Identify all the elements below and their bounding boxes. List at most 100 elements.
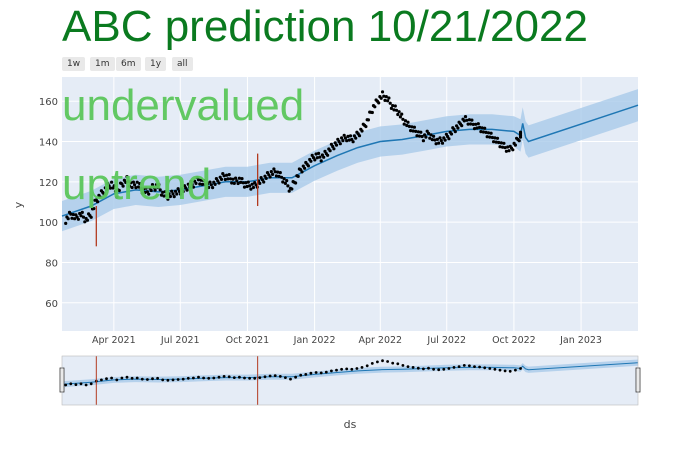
data-point	[108, 186, 112, 190]
data-point	[343, 136, 347, 140]
data-point	[315, 156, 319, 160]
data-point	[346, 134, 350, 138]
data-point	[249, 187, 253, 191]
data-point	[504, 149, 508, 153]
data-point	[136, 185, 141, 189]
data-point	[142, 187, 146, 191]
data-point	[391, 104, 395, 108]
y-tick-labels: 60 80 100 120 140 160	[39, 97, 58, 310]
data-point	[501, 145, 505, 149]
slider-point	[166, 378, 170, 382]
data-point	[110, 180, 114, 184]
range-button-6m[interactable]: 6m	[116, 57, 141, 71]
slider-point	[268, 374, 272, 378]
range-button-1y[interactable]: 1y	[145, 57, 167, 71]
actual-points	[64, 90, 523, 225]
slider-point	[483, 366, 487, 370]
data-point	[411, 129, 415, 133]
data-point	[211, 186, 215, 190]
x-tick-label: Oct 2021	[226, 335, 270, 346]
data-point	[205, 182, 210, 186]
slider-point	[432, 367, 435, 371]
slider-point	[457, 365, 461, 368]
slider-point	[161, 378, 165, 382]
slider-point	[299, 373, 303, 377]
data-point	[518, 133, 523, 138]
data-point	[414, 129, 418, 133]
data-point	[351, 140, 355, 144]
data-point	[277, 174, 281, 178]
data-point	[472, 127, 477, 131]
data-point	[240, 177, 244, 181]
slider-point	[176, 378, 180, 381]
data-point	[357, 134, 362, 138]
data-point	[469, 122, 473, 126]
data-point	[388, 101, 392, 105]
data-point	[124, 180, 128, 184]
data-point	[71, 212, 75, 217]
slider-point	[350, 367, 354, 371]
data-point	[466, 122, 470, 126]
slider-point	[207, 376, 211, 380]
uncertainty-band-area	[62, 89, 638, 232]
data-point	[471, 122, 475, 126]
range-button-all[interactable]: all	[172, 57, 193, 71]
slider-point	[335, 368, 338, 372]
data-point	[424, 135, 428, 139]
data-point	[199, 178, 203, 182]
data-point	[518, 130, 523, 134]
data-point	[386, 99, 390, 103]
data-point	[348, 134, 353, 138]
data-point	[439, 138, 443, 143]
y-tick-label: 120	[39, 178, 58, 189]
data-point	[435, 137, 439, 141]
data-point	[227, 173, 231, 177]
data-point	[185, 188, 189, 192]
data-point	[246, 180, 250, 184]
data-point	[170, 189, 174, 193]
slider-point	[181, 377, 185, 381]
slider-point	[319, 371, 323, 375]
data-point	[64, 221, 68, 225]
data-point	[181, 189, 185, 194]
data-point	[70, 216, 74, 220]
slider-point	[253, 376, 257, 380]
data-point	[379, 96, 383, 100]
data-point	[117, 188, 121, 193]
slider-point	[488, 367, 492, 370]
slider-point	[442, 367, 446, 371]
slider-point	[140, 377, 144, 381]
data-point	[377, 101, 381, 105]
data-point	[341, 139, 345, 143]
data-point	[92, 207, 96, 211]
slider-point	[396, 362, 400, 366]
range-button-1m[interactable]: 1m	[90, 57, 115, 71]
data-point	[135, 180, 139, 184]
data-point	[147, 192, 151, 196]
slider-point	[263, 375, 267, 379]
data-point	[121, 184, 125, 188]
slider-point	[248, 376, 252, 380]
data-point	[306, 164, 310, 168]
data-point	[419, 130, 423, 134]
data-point	[219, 177, 224, 181]
slider-band	[62, 359, 638, 388]
data-point	[168, 194, 172, 199]
data-point	[420, 134, 424, 139]
data-point	[138, 182, 142, 186]
data-point	[342, 133, 346, 137]
slider-point	[452, 366, 456, 369]
data-point	[234, 176, 238, 180]
data-point	[465, 118, 469, 122]
data-point	[360, 129, 364, 133]
range-button-1w[interactable]: 1w	[62, 57, 86, 71]
data-point	[416, 130, 420, 134]
data-point	[394, 108, 399, 112]
data-point	[149, 188, 153, 193]
y-tick-label: 140	[39, 138, 58, 149]
slider-point	[64, 383, 68, 387]
data-point	[400, 112, 404, 116]
data-point	[113, 189, 118, 193]
data-point	[403, 119, 408, 123]
